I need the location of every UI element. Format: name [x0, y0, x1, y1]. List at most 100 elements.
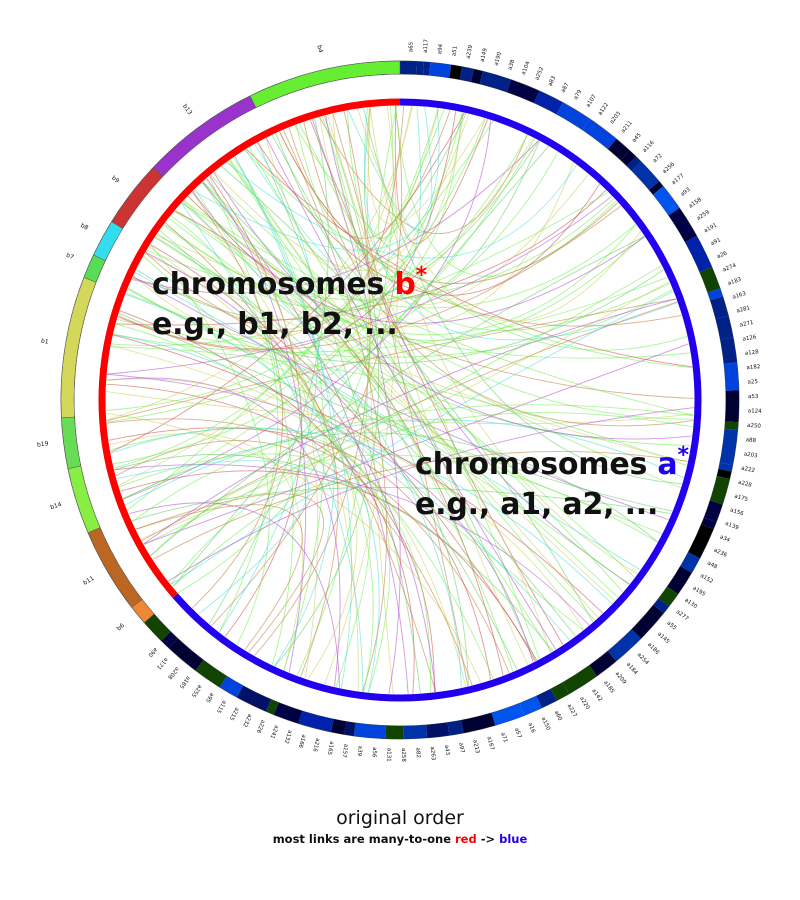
chromosomes-a-label: chromosomes a* e.g., a1, a2, ... — [415, 436, 689, 525]
chromosome-a-segment — [707, 288, 723, 301]
chromosome-a-tick-label: a145 — [656, 631, 671, 645]
chromosome-a-segment — [667, 566, 692, 595]
link-ribbon — [332, 113, 589, 306]
link-ribbon — [144, 253, 688, 462]
chromosome-a-tick-label: a191 — [703, 222, 718, 234]
chromosome-a-segment — [447, 720, 464, 736]
chromosome-a-tick-label: a82 — [414, 747, 421, 758]
chromosome-b-tick-label: b8 — [79, 222, 89, 232]
chromosome-a-segment — [710, 475, 730, 505]
chromosome-a-tick-label: a157 — [340, 743, 348, 758]
link-ribbon — [312, 119, 401, 694]
link-ribbon — [283, 129, 388, 692]
figure-caption: original order most links are many-to-on… — [0, 806, 800, 848]
chromosome-a-tick-label: a43 — [443, 745, 450, 757]
link-ribbon — [170, 291, 674, 585]
chromosome-a-tick-label: a236 — [713, 547, 729, 559]
link-ribbon — [174, 210, 635, 578]
chromosome-a-tick-label: a57 — [513, 727, 522, 739]
chromosome-a-tick-label: a65 — [408, 41, 414, 52]
chromosome-a-tick-label: a259 — [696, 209, 711, 222]
chromosome-a-segment — [168, 638, 204, 671]
chromosomes-b-label: chromosomes b* e.g., b1, b2, ... — [152, 256, 427, 345]
link-ribbon — [135, 504, 303, 651]
link-ribbon — [111, 191, 609, 346]
chromosome-b-tick-label: b19 — [37, 440, 49, 448]
link-ribbon — [187, 195, 695, 399]
chromosome-a-tick-label: a90 — [146, 646, 158, 658]
link-ribbon — [202, 181, 469, 686]
link-ribbon — [143, 265, 662, 546]
chromosome-a-tick-label: a53 — [748, 394, 759, 400]
chromosome-a-tick-label: a177 — [671, 173, 686, 187]
link-ribbon — [113, 276, 668, 353]
link-ribbon — [309, 119, 564, 645]
chromosome-a-segment — [582, 118, 617, 150]
chromosome-b-tick-label: b1 — [40, 338, 49, 346]
chromosome-a-tick-label: a117 — [423, 38, 430, 53]
link-ribbon — [367, 107, 486, 225]
link-ribbon — [117, 111, 457, 351]
link-ribbon — [110, 112, 465, 453]
chromosome-a-tick-label: a211 — [620, 120, 633, 135]
chromosomes-a-examples: e.g., a1, a2, ... — [415, 487, 659, 522]
chromosome-a-tick-label: a126 — [742, 334, 757, 342]
link-ribbon — [181, 202, 624, 593]
chromosome-a-segment — [720, 337, 737, 364]
chromosome-a-tick-label: a115 — [215, 699, 227, 714]
chromosome-b-tick-label: b14 — [49, 501, 62, 511]
link-ribbon — [177, 106, 394, 594]
link-ribbon — [303, 122, 694, 427]
chromosome-a-tick-label: a274 — [722, 263, 738, 274]
link-ribbon — [295, 124, 528, 278]
chromosome-a-tick-label: a25 — [747, 379, 758, 386]
chromosome-a-segment — [710, 296, 729, 320]
chromosome-a-tick-label: a152 — [699, 573, 714, 585]
chromosome-a-segment — [699, 266, 721, 293]
link-ribbon — [127, 269, 664, 364]
link-ribbon — [109, 433, 304, 671]
link-ribbon — [132, 140, 539, 294]
link-ribbon — [378, 105, 445, 241]
chromosome-a-segment — [658, 586, 678, 607]
link-ribbon — [184, 199, 359, 692]
chromosome-a-tick-label: a228 — [737, 480, 752, 489]
chromosome-a-segment — [701, 517, 717, 530]
chromosome-b-segment — [60, 277, 97, 419]
chromosome-a-tick-label: a56 — [370, 747, 377, 758]
chromosome-a-segment — [219, 676, 244, 698]
link-ribbon — [140, 281, 670, 540]
chromosome-a-tick-label: a190 — [494, 51, 504, 66]
link-ribbon — [113, 334, 604, 614]
chromosome-a-tick-label: a226 — [255, 719, 266, 735]
chromosome-b-segment — [87, 527, 143, 608]
chromosome-a-segment — [607, 629, 641, 662]
chromosome-a-segment — [589, 651, 617, 676]
chromosome-a-tick-label: a263 — [429, 746, 436, 761]
link-ribbon — [106, 383, 435, 692]
chromosome-a-segment — [273, 702, 303, 724]
link-ribbon — [226, 162, 577, 259]
chromosome-a-tick-label: a87 — [560, 82, 570, 94]
chromosome-a-segment — [718, 462, 733, 472]
link-ribbon — [206, 178, 307, 673]
chromosome-a-segment — [161, 631, 178, 649]
link-ribbon — [106, 412, 482, 683]
link-ribbon — [123, 432, 658, 543]
chromosome-a-tick-label: a163 — [732, 291, 747, 301]
link-ribbon — [115, 440, 473, 686]
link-ribbon — [132, 276, 669, 521]
chromosome-a-tick-label: a97 — [457, 742, 465, 754]
chromosome-a-segment — [668, 208, 697, 243]
chromosome-a-tick-label: a239 — [466, 44, 475, 59]
link-ribbon — [125, 293, 380, 693]
link-ribbon — [227, 161, 514, 672]
chromosome-a-segment — [550, 682, 570, 701]
chromosome-a-tick-label: a281 — [736, 305, 751, 314]
chromosome-b-tick-label: b9 — [110, 175, 120, 185]
chromosome-a-tick-label: a94 — [437, 43, 444, 54]
chromosome-a-tick-label: a158 — [688, 197, 703, 210]
link-ribbon — [266, 137, 557, 650]
chromosome-a-tick-label: a26 — [716, 250, 728, 260]
chromosome-a-tick-label: a51 — [451, 46, 459, 57]
